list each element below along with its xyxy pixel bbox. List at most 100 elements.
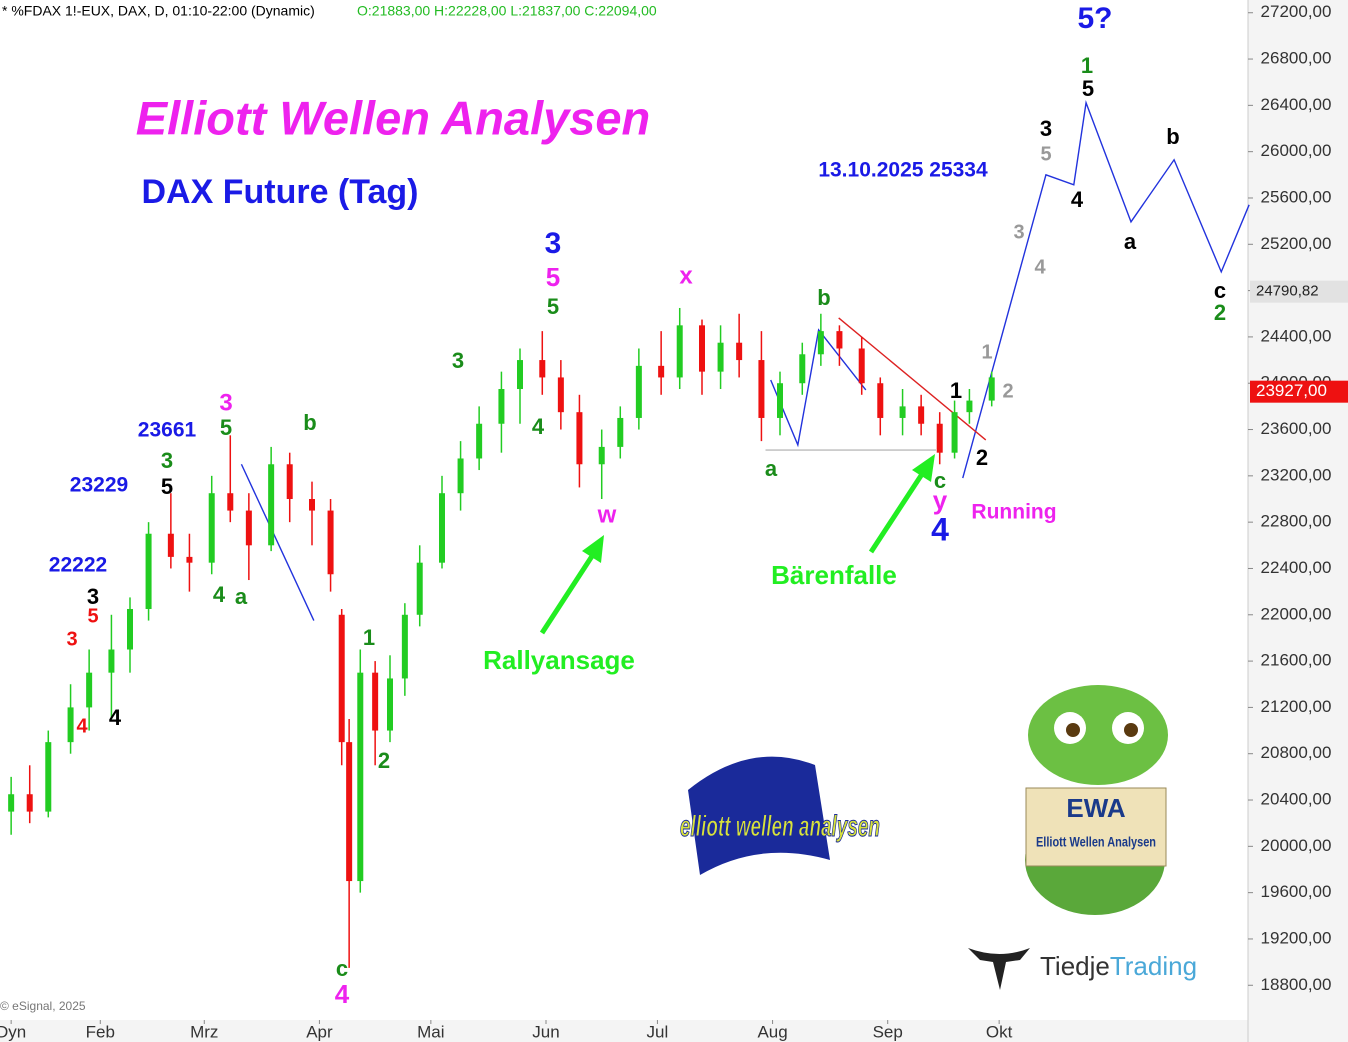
candle-body xyxy=(167,533,174,557)
candle-body xyxy=(186,556,193,563)
candle-body xyxy=(227,493,234,511)
wave-label: a xyxy=(765,456,778,481)
wave-label: 2 xyxy=(378,748,390,773)
brand-part: Trading xyxy=(1110,951,1197,981)
y-tick-label: 20800,00 xyxy=(1261,743,1332,762)
candle-body xyxy=(268,464,275,546)
candle-body xyxy=(26,794,33,812)
x-tick-label: Apr xyxy=(306,1022,333,1041)
wave-line xyxy=(240,463,315,621)
candle-body xyxy=(635,365,642,418)
y-tick-label: 19600,00 xyxy=(1261,882,1332,901)
arrow-head xyxy=(912,454,935,482)
copyright: © eSignal, 2025 xyxy=(0,999,86,1013)
wave-label: 5 xyxy=(1040,143,1051,165)
candle-body xyxy=(457,458,464,494)
price-axis-panel xyxy=(1248,0,1348,1042)
candle-body xyxy=(799,354,806,384)
wave-label: 5? xyxy=(1077,2,1112,35)
y-tick-label: 26000,00 xyxy=(1261,141,1332,160)
wave-label: 1 xyxy=(981,341,992,363)
wave-label: 2 xyxy=(1002,380,1013,402)
candle-body xyxy=(208,493,215,563)
arrow xyxy=(539,548,599,635)
chart-title: Elliott Wellen Analysen xyxy=(136,91,651,144)
candle-body xyxy=(936,423,943,453)
croc: EWA Elliott Wellen Analysen xyxy=(1025,685,1168,915)
wave-label: 3 xyxy=(545,227,562,260)
candle-body xyxy=(67,707,74,743)
wave-label: 5 xyxy=(220,415,232,440)
wave-label: Bärenfalle xyxy=(771,560,897,590)
wave-label: 4 xyxy=(931,511,949,547)
wave-label: 13.10.2025 25334 xyxy=(818,159,988,182)
candle-body xyxy=(918,406,925,424)
x-tick-label: Sep xyxy=(873,1022,903,1041)
wave-label: 3 xyxy=(452,348,464,373)
wave-label: 3 xyxy=(161,448,173,473)
ohlc: O:21883,00 H:22228,00 L:21837,00 C:22094… xyxy=(357,3,657,19)
y-tick-label: 20400,00 xyxy=(1261,790,1332,809)
y-tick-label: 22800,00 xyxy=(1261,512,1332,531)
y-tick-label: 21600,00 xyxy=(1261,651,1332,670)
candle-body xyxy=(676,325,683,378)
wave-label: c xyxy=(336,956,348,981)
wave-label: c xyxy=(934,468,946,493)
sign-title: EWA xyxy=(1066,793,1125,823)
candle-body xyxy=(357,672,364,882)
candle-body xyxy=(988,377,995,401)
candle-body xyxy=(108,649,115,673)
candle-body xyxy=(372,672,379,731)
wave-label: 2 xyxy=(1214,300,1226,325)
wave-label: 4 xyxy=(76,715,88,737)
wave-label: 4 xyxy=(1034,256,1046,278)
candle-body xyxy=(758,360,765,418)
wave-label: 4 xyxy=(1071,187,1084,212)
wave-label: 3 xyxy=(1040,116,1052,141)
croc-head xyxy=(1028,685,1168,785)
y-tick-label: 26400,00 xyxy=(1261,95,1332,114)
y-tick-label: 23200,00 xyxy=(1261,465,1332,484)
wave-label: 5 xyxy=(87,605,98,627)
x-tick-label: Okt xyxy=(986,1022,1013,1041)
x-tick-label: Dyn xyxy=(0,1022,26,1041)
wave-label: 23661 xyxy=(138,419,197,442)
candle-body xyxy=(598,446,605,465)
y-tick-label: 22000,00 xyxy=(1261,604,1332,623)
brand-part: Tiedje xyxy=(1040,951,1110,981)
wave-label: 22222 xyxy=(49,554,107,577)
arrows xyxy=(539,454,935,635)
y-tick-label: 21200,00 xyxy=(1261,697,1332,716)
wave-label: x xyxy=(679,262,693,289)
candle-body xyxy=(8,794,15,812)
arrow xyxy=(868,466,929,554)
wave-label: a xyxy=(1124,229,1137,254)
brand: TiedjeTrading xyxy=(1040,951,1197,981)
x-tick-label: Jul xyxy=(647,1022,669,1041)
candle-body xyxy=(401,614,408,679)
candle-body xyxy=(346,742,353,882)
wave-label: 3 xyxy=(1013,221,1024,243)
arrow-head xyxy=(582,535,604,563)
wave-label: 5 xyxy=(161,474,173,499)
wave-label: b xyxy=(303,410,316,435)
candle-body xyxy=(736,342,743,361)
candle-body xyxy=(777,383,783,418)
candle-body xyxy=(717,342,724,372)
wave-label: 3 xyxy=(66,628,77,650)
wave-label: 4 xyxy=(109,705,122,730)
wave-label: 5 xyxy=(547,294,559,319)
wave-line xyxy=(770,328,867,448)
x-tick-label: Feb xyxy=(86,1022,115,1041)
candle-body xyxy=(617,417,624,447)
wave-label: b xyxy=(817,285,830,310)
pupil xyxy=(1066,723,1080,737)
wave-label: 3 xyxy=(87,584,99,609)
wave-label: 3 xyxy=(219,389,232,416)
x-tick-label: Jun xyxy=(532,1022,559,1041)
wave-label: 1 xyxy=(363,625,375,650)
candle-body xyxy=(338,614,345,743)
candle-body xyxy=(45,742,52,812)
ewa-wordmark: elliott wellen analysen xyxy=(680,810,880,843)
